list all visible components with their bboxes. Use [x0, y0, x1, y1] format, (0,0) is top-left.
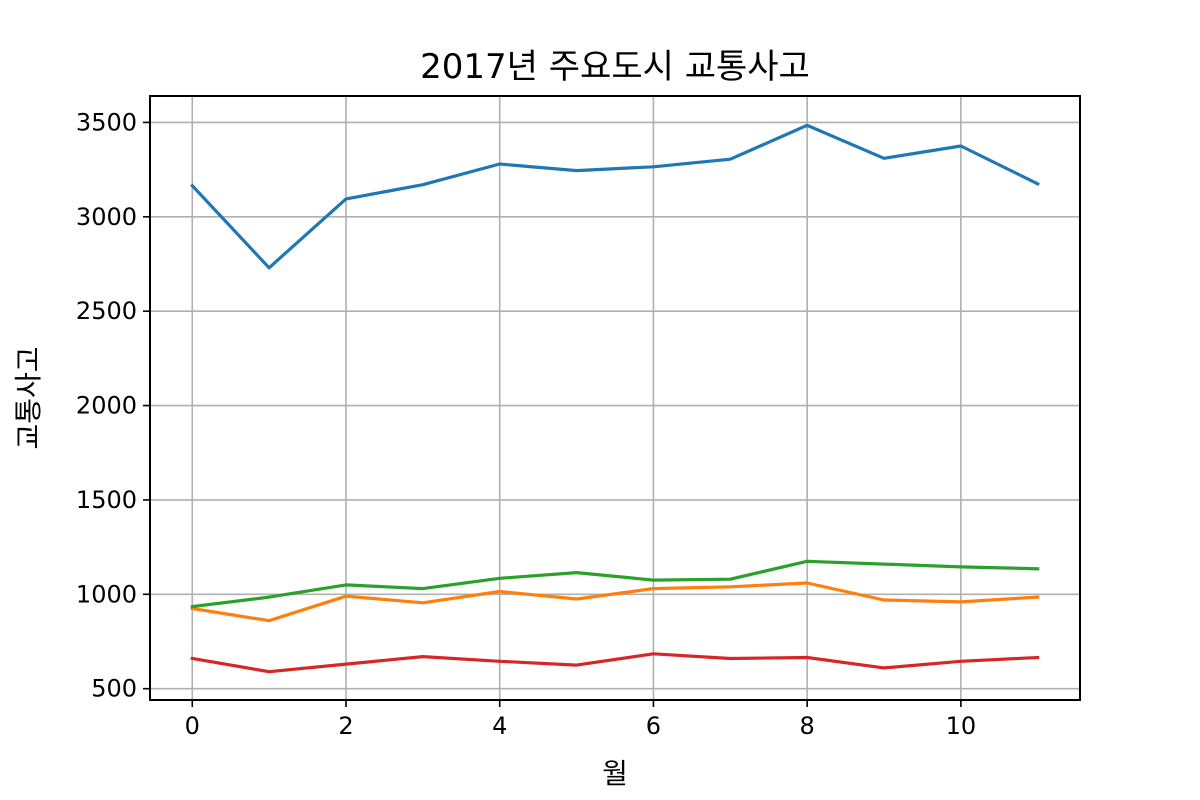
chart-title: 2017년 주요도시 교통사고: [420, 47, 810, 87]
x-tick-label: 6: [646, 712, 661, 740]
series-line-4: [190, 652, 1040, 674]
x-tick-label: 4: [492, 712, 507, 740]
y-tick-label: 3500: [76, 108, 137, 136]
series-line-1: [190, 123, 1040, 270]
x-tick-label: 10: [946, 712, 977, 740]
y-tick-label: 2500: [76, 297, 137, 325]
y-axis-label: 교통사고: [12, 346, 45, 449]
series-line-2: [190, 581, 1040, 623]
y-tick-label: 500: [91, 675, 137, 703]
series-lines: [190, 123, 1040, 674]
series-line-3: [190, 559, 1040, 609]
y-tick-label: 3000: [76, 203, 137, 231]
grid: [150, 96, 1080, 700]
ticks: 0 2 4 6 8 10 500 1000 1500 2000 2500 3000 3500: [76, 108, 976, 740]
y-tick-label: 2000: [76, 392, 137, 420]
x-tick-label: 2: [338, 712, 353, 740]
y-tick-label: 1500: [76, 486, 137, 514]
plot-frame: [149, 95, 1081, 701]
x-tick-label: 0: [185, 712, 200, 740]
x-axis-label: 월: [602, 757, 628, 790]
x-tick-label: 8: [800, 712, 815, 740]
y-tick-label: 1000: [76, 580, 137, 608]
